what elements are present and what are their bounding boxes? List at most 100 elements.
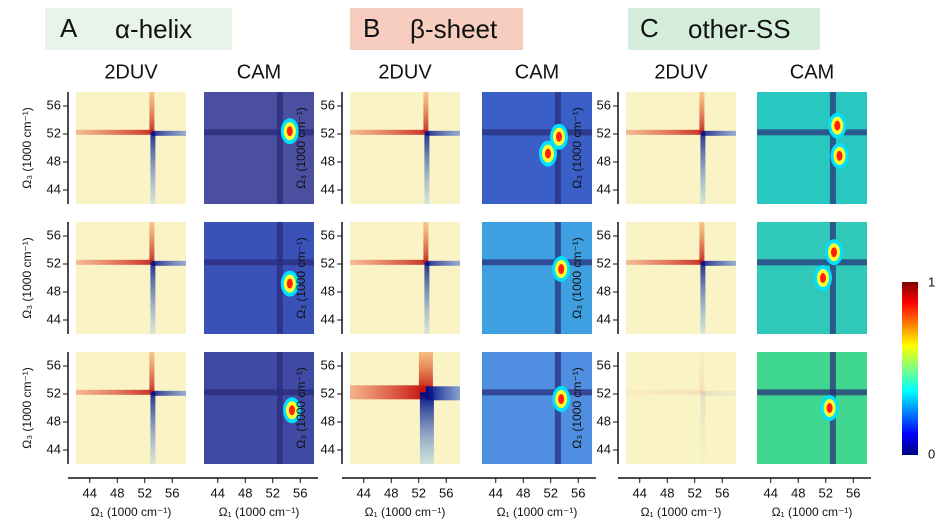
y-axis-label: Ω₃ (1000 cm⁻¹) xyxy=(294,367,308,449)
heatmap-feature xyxy=(276,92,283,204)
y-tick-label: 56 xyxy=(597,227,611,242)
x-tick-label: 48 xyxy=(791,485,805,500)
x-tick-label: 52 xyxy=(544,485,558,500)
heatmap-hotspot xyxy=(826,403,833,413)
y-tick-label: 44 xyxy=(597,181,611,196)
heatmap-bg xyxy=(482,92,592,204)
heatmap-feature xyxy=(700,262,706,334)
heatmap-feature xyxy=(149,92,155,133)
heatmap-bg xyxy=(350,352,460,464)
y-tick-label: 52 xyxy=(321,255,335,270)
heatmap-feature xyxy=(425,386,460,401)
heatmap-feature xyxy=(757,129,867,136)
y-tick-label: 44 xyxy=(47,311,61,326)
y-tick-label: 52 xyxy=(597,385,611,400)
heatmap-feature xyxy=(425,260,460,266)
x-axis-label: Ω₁ (1000 cm⁻¹) xyxy=(641,505,722,519)
heatmap-feature xyxy=(276,222,283,334)
heatmap-feature xyxy=(76,389,152,395)
x-tick-label: 44 xyxy=(489,485,503,500)
panel-title: α-helix xyxy=(115,14,192,44)
heatmap-bg xyxy=(626,222,736,334)
x-tick-label: 44 xyxy=(633,485,647,500)
heatmap-feature xyxy=(276,352,283,464)
x-tick-label: 52 xyxy=(819,485,833,500)
heatmap-feature xyxy=(626,129,702,135)
x-tick-label: 52 xyxy=(412,485,426,500)
x-tick-label: 44 xyxy=(357,485,371,500)
column-label: 2DUV xyxy=(378,61,432,83)
column-label: CAM xyxy=(790,61,834,83)
x-tick-label: 48 xyxy=(660,485,674,500)
x-tick-label: 48 xyxy=(384,485,398,500)
heatmap-feature xyxy=(149,222,155,263)
y-tick-label: 56 xyxy=(321,227,335,242)
heatmap-hotspot xyxy=(820,273,826,283)
y-tick-label: 44 xyxy=(321,181,335,196)
heatmap-feature xyxy=(418,352,433,393)
y-axis-label: Ω₃ (1000 cm⁻¹) xyxy=(294,237,308,319)
y-tick-label: 52 xyxy=(47,385,61,400)
column-label: CAM xyxy=(237,61,281,83)
x-tick-label: 44 xyxy=(211,485,225,500)
y-tick-label: 44 xyxy=(597,311,611,326)
x-tick-label: 48 xyxy=(516,485,530,500)
x-tick-label: 56 xyxy=(293,485,307,500)
y-tick-label: 56 xyxy=(321,357,335,372)
y-axis-label: Ω₃ (1000 cm⁻¹) xyxy=(570,107,584,189)
heatmap-bg xyxy=(76,222,186,334)
column-label: 2DUV xyxy=(104,61,158,83)
y-tick-label: 48 xyxy=(321,283,335,298)
heatmap-bg xyxy=(76,92,186,204)
y-tick-label: 44 xyxy=(321,441,335,456)
heatmap-feature xyxy=(151,390,186,396)
heatmap-feature xyxy=(423,222,429,263)
heatmap-feature xyxy=(424,132,430,204)
y-tick-label: 44 xyxy=(47,181,61,196)
header-box xyxy=(628,8,820,50)
heatmap-bg xyxy=(626,92,736,204)
colorbar-min: 0 xyxy=(928,446,935,461)
heatmap-hotspot xyxy=(558,264,565,275)
x-tick-label: 44 xyxy=(83,485,97,500)
heatmap-feature xyxy=(701,130,736,136)
panel-title: β-sheet xyxy=(410,14,498,44)
heatmap-feature xyxy=(204,129,314,136)
heatmap-hotspot xyxy=(286,126,293,137)
heatmap-feature xyxy=(150,262,156,334)
heatmap-hotspot xyxy=(836,150,843,161)
heatmap-feature xyxy=(700,132,706,204)
y-tick-label: 48 xyxy=(47,283,61,298)
header-box xyxy=(45,8,232,50)
x-tick-label: 48 xyxy=(238,485,252,500)
x-axis-label: Ω₁ (1000 cm⁻¹) xyxy=(497,505,578,519)
y-tick-label: 52 xyxy=(321,385,335,400)
heatmap-feature xyxy=(350,129,426,135)
heatmap-feature xyxy=(700,392,706,464)
heatmap-feature xyxy=(150,392,156,464)
panel-letter: B xyxy=(363,13,380,43)
y-tick-label: 52 xyxy=(47,125,61,140)
x-tick-label: 56 xyxy=(571,485,585,500)
heatmap-feature xyxy=(699,222,705,263)
y-tick-label: 52 xyxy=(47,255,61,270)
heatmap-bg xyxy=(204,92,314,204)
heatmap-hotspot xyxy=(289,405,295,416)
x-tick-label: 56 xyxy=(165,485,179,500)
heatmap-feature xyxy=(701,390,736,396)
heatmap-feature xyxy=(76,259,152,265)
x-tick-label: 52 xyxy=(266,485,280,500)
heatmap-feature xyxy=(204,389,314,396)
heatmap-hotspot xyxy=(556,131,562,142)
colorbar xyxy=(902,282,918,455)
y-tick-label: 44 xyxy=(597,441,611,456)
panel-letter: C xyxy=(640,13,659,43)
x-tick-label: 52 xyxy=(138,485,152,500)
y-tick-label: 56 xyxy=(47,97,61,112)
heatmap-feature xyxy=(350,259,426,265)
x-tick-label: 48 xyxy=(110,485,124,500)
heatmap-feature xyxy=(699,92,705,133)
heatmap-feature xyxy=(424,262,430,334)
y-tick-label: 56 xyxy=(597,357,611,372)
x-tick-label: 56 xyxy=(439,485,453,500)
